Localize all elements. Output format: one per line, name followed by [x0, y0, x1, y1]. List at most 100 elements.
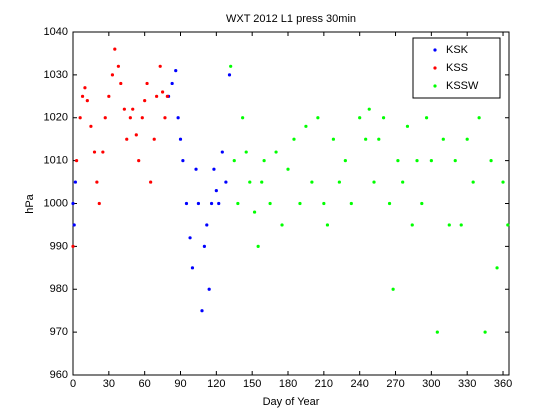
- point: [349, 201, 353, 206]
- point: [377, 137, 381, 141]
- point: [92, 150, 97, 154]
- point: [95, 180, 99, 184]
- y-axis-label: hPa: [24, 193, 36, 213]
- chart-title: WXT 2012 L1 press 30min: [226, 13, 356, 25]
- legend-label: KSS: [446, 62, 468, 74]
- point: [381, 116, 386, 120]
- x-tick-label: 0: [70, 378, 76, 390]
- x-tick-label: 300: [422, 378, 440, 390]
- point: [71, 244, 75, 248]
- point: [190, 266, 195, 270]
- point: [424, 116, 429, 120]
- point: [495, 266, 499, 270]
- point: [113, 47, 117, 51]
- y-tick-label: 1010: [44, 155, 68, 167]
- point: [202, 244, 206, 248]
- point: [149, 180, 153, 184]
- point: [304, 124, 308, 128]
- point: [205, 223, 209, 227]
- point: [364, 137, 368, 141]
- point: [415, 159, 419, 163]
- x-tick-label: 270: [386, 378, 404, 390]
- point: [506, 223, 510, 227]
- point: [71, 201, 75, 206]
- point: [165, 94, 169, 98]
- point: [471, 180, 475, 184]
- y-tick-label: 990: [50, 240, 68, 252]
- point: [155, 94, 159, 98]
- point: [89, 124, 93, 128]
- y-tick-label: 1030: [44, 69, 68, 81]
- x-tick-label: 360: [494, 378, 512, 390]
- point: [207, 287, 211, 291]
- point: [107, 94, 111, 98]
- point: [298, 201, 302, 206]
- point: [128, 116, 132, 120]
- point: [119, 81, 123, 86]
- point: [101, 150, 105, 154]
- point: [420, 201, 424, 206]
- point: [241, 116, 245, 120]
- point: [229, 64, 233, 68]
- point: [137, 159, 141, 163]
- legend-marker: [433, 48, 437, 52]
- point: [260, 180, 264, 184]
- point: [441, 137, 445, 141]
- point: [152, 137, 156, 141]
- point: [224, 180, 228, 184]
- point: [331, 137, 336, 141]
- point: [212, 167, 216, 171]
- x-tick-label: 330: [458, 378, 476, 390]
- point: [358, 116, 362, 120]
- point: [158, 64, 162, 68]
- point: [143, 99, 147, 103]
- point: [410, 223, 414, 227]
- point: [322, 201, 326, 206]
- point: [176, 116, 180, 120]
- point: [286, 167, 290, 171]
- point: [174, 68, 178, 73]
- y-tick-label: 1000: [44, 197, 68, 209]
- point: [140, 116, 144, 120]
- point: [184, 201, 189, 206]
- point: [337, 180, 341, 184]
- point: [453, 159, 457, 163]
- point: [429, 159, 433, 163]
- point: [200, 309, 204, 313]
- point: [103, 116, 107, 120]
- point: [248, 180, 252, 184]
- point: [310, 180, 314, 184]
- y-tick-label: 1020: [44, 112, 68, 124]
- x-tick-label: 30: [103, 378, 115, 390]
- point: [110, 73, 115, 77]
- point: [178, 137, 183, 141]
- x-tick-label: 210: [315, 378, 333, 390]
- point: [256, 244, 260, 248]
- point: [196, 201, 201, 206]
- x-tick-label: 60: [139, 378, 151, 390]
- point: [447, 223, 451, 227]
- point: [170, 81, 174, 86]
- point: [372, 180, 376, 184]
- point: [236, 201, 240, 206]
- point: [325, 223, 330, 227]
- point: [401, 180, 405, 184]
- point: [343, 159, 347, 163]
- point: [391, 287, 395, 291]
- y-tick-label: 980: [50, 283, 68, 295]
- y-tick-label: 960: [50, 369, 68, 381]
- point: [232, 159, 236, 163]
- point: [316, 116, 320, 120]
- point: [396, 159, 400, 163]
- point: [274, 150, 278, 154]
- point: [465, 137, 469, 141]
- point: [220, 150, 224, 154]
- point: [477, 116, 481, 120]
- legend-label: KSK: [446, 44, 469, 56]
- point: [97, 201, 101, 206]
- point: [387, 201, 392, 206]
- legend-marker: [433, 66, 437, 70]
- point: [280, 223, 284, 227]
- point: [80, 94, 85, 98]
